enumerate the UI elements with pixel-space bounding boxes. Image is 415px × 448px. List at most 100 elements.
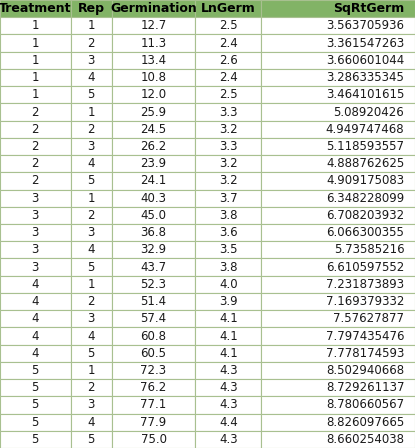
Bar (71, 155, 112, 172)
Text: 4: 4 (32, 312, 39, 325)
Bar (112, 327, 195, 345)
Text: 5: 5 (32, 398, 39, 411)
Bar (112, 362, 195, 379)
Bar (261, 34, 415, 52)
Bar (112, 17, 195, 34)
Text: 40.3: 40.3 (141, 192, 166, 205)
Bar (195, 138, 261, 155)
Bar (71, 293, 112, 310)
Text: 11.3: 11.3 (141, 37, 166, 50)
Bar (195, 172, 261, 190)
Text: 4.949747468: 4.949747468 (326, 123, 404, 136)
Text: 2: 2 (32, 174, 39, 187)
Bar (261, 103, 415, 121)
Bar (112, 345, 195, 362)
Text: 2: 2 (88, 123, 95, 136)
Text: 3.9: 3.9 (219, 295, 237, 308)
Bar (0, 0, 71, 17)
Text: 5: 5 (88, 174, 95, 187)
Text: 4: 4 (88, 416, 95, 429)
Text: 23.9: 23.9 (141, 157, 166, 170)
Bar (0, 172, 71, 190)
Text: 2.5: 2.5 (219, 19, 237, 32)
Bar (71, 276, 112, 293)
Text: 3: 3 (32, 209, 39, 222)
Text: 4.3: 4.3 (219, 381, 237, 394)
Text: 8.729261137: 8.729261137 (326, 381, 404, 394)
Bar (261, 172, 415, 190)
Text: 3: 3 (88, 140, 95, 153)
Bar (112, 414, 195, 431)
Bar (0, 345, 71, 362)
Text: 4.3: 4.3 (219, 433, 237, 446)
Bar (112, 103, 195, 121)
Text: 4.1: 4.1 (219, 329, 238, 343)
Bar (261, 379, 415, 396)
Bar (71, 121, 112, 138)
Bar (195, 103, 261, 121)
Bar (261, 207, 415, 224)
Bar (71, 241, 112, 258)
Bar (261, 155, 415, 172)
Text: LnGerm: LnGerm (201, 2, 256, 15)
Text: 3.2: 3.2 (219, 123, 237, 136)
Bar (112, 172, 195, 190)
Text: 3: 3 (88, 398, 95, 411)
Text: 8.826097665: 8.826097665 (326, 416, 404, 429)
Text: 12.7: 12.7 (140, 19, 167, 32)
Bar (195, 276, 261, 293)
Text: 2: 2 (32, 105, 39, 119)
Text: 2.6: 2.6 (219, 54, 238, 67)
Text: 4: 4 (32, 295, 39, 308)
Text: 12.0: 12.0 (141, 88, 166, 101)
Bar (261, 86, 415, 103)
Text: Rep: Rep (78, 2, 105, 15)
Bar (112, 396, 195, 414)
Text: 6.348228099: 6.348228099 (326, 192, 404, 205)
Bar (71, 224, 112, 241)
Text: 4: 4 (32, 329, 39, 343)
Bar (112, 224, 195, 241)
Text: 2: 2 (88, 381, 95, 394)
Text: 2: 2 (88, 209, 95, 222)
Bar (195, 431, 261, 448)
Text: 3: 3 (32, 226, 39, 239)
Bar (0, 276, 71, 293)
Text: 1: 1 (32, 19, 39, 32)
Text: 60.5: 60.5 (141, 347, 166, 360)
Text: 8.502940668: 8.502940668 (326, 364, 404, 377)
Text: 2: 2 (32, 157, 39, 170)
Bar (195, 379, 261, 396)
Text: 5: 5 (32, 416, 39, 429)
Bar (71, 207, 112, 224)
Bar (71, 362, 112, 379)
Bar (0, 52, 71, 69)
Bar (261, 0, 415, 17)
Bar (0, 258, 71, 276)
Text: 60.8: 60.8 (141, 329, 166, 343)
Text: 5: 5 (88, 433, 95, 446)
Bar (261, 310, 415, 327)
Bar (71, 17, 112, 34)
Text: 7.57627877: 7.57627877 (333, 312, 404, 325)
Text: 2: 2 (32, 140, 39, 153)
Text: 4: 4 (32, 347, 39, 360)
Text: 52.3: 52.3 (141, 278, 166, 291)
Text: 5: 5 (32, 364, 39, 377)
Text: 4.909175083: 4.909175083 (326, 174, 404, 187)
Bar (0, 327, 71, 345)
Text: 76.2: 76.2 (140, 381, 167, 394)
Text: 6.708203932: 6.708203932 (326, 209, 404, 222)
Bar (71, 103, 112, 121)
Bar (112, 155, 195, 172)
Bar (261, 121, 415, 138)
Bar (71, 52, 112, 69)
Text: 75.0: 75.0 (141, 433, 166, 446)
Bar (71, 34, 112, 52)
Bar (261, 224, 415, 241)
Bar (71, 258, 112, 276)
Bar (71, 327, 112, 345)
Bar (195, 224, 261, 241)
Bar (0, 34, 71, 52)
Bar (71, 86, 112, 103)
